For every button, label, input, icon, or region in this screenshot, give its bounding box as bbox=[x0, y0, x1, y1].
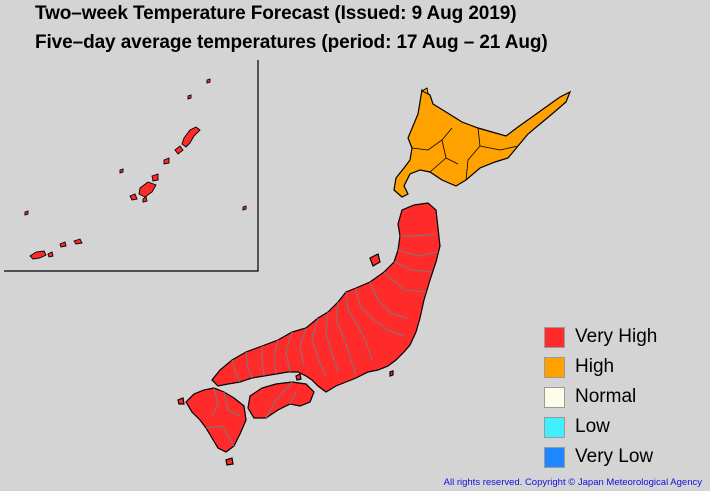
legend-item-very-high: Very High bbox=[544, 325, 657, 349]
map-subtitle: Five–day average temperatures (period: 1… bbox=[35, 32, 548, 53]
okinawa-islands bbox=[24, 78, 247, 260]
copyright-notice: All rights reserved. Copyright © Japan M… bbox=[443, 477, 702, 488]
prefecture-borders bbox=[205, 233, 439, 447]
honshu-shikoku-kyushu bbox=[177, 202, 441, 466]
legend-swatch-very-low bbox=[544, 446, 565, 468]
legend-label-high: High bbox=[575, 356, 615, 377]
legend-swatch-very-high bbox=[544, 326, 565, 348]
legend-label-very-low: Very Low bbox=[575, 446, 654, 467]
legend-item-normal: Normal bbox=[544, 385, 657, 409]
okinawa-inset-frame bbox=[4, 60, 259, 272]
legend-swatch-high bbox=[544, 356, 565, 378]
hokkaido bbox=[393, 87, 572, 198]
map-title: Two–week Temperature Forecast (Issued: 9… bbox=[35, 3, 517, 24]
legend-label-very-high: Very High bbox=[575, 326, 658, 347]
legend-item-high: High bbox=[544, 355, 657, 379]
legend-label-low: Low bbox=[575, 416, 610, 437]
legend-swatch-low bbox=[544, 416, 565, 438]
legend: Very High High Normal Low Very Low bbox=[544, 325, 657, 475]
legend-swatch-normal bbox=[544, 386, 565, 408]
legend-item-low: Low bbox=[544, 415, 657, 439]
legend-item-very-low: Very Low bbox=[544, 445, 657, 469]
legend-label-normal: Normal bbox=[575, 386, 637, 407]
